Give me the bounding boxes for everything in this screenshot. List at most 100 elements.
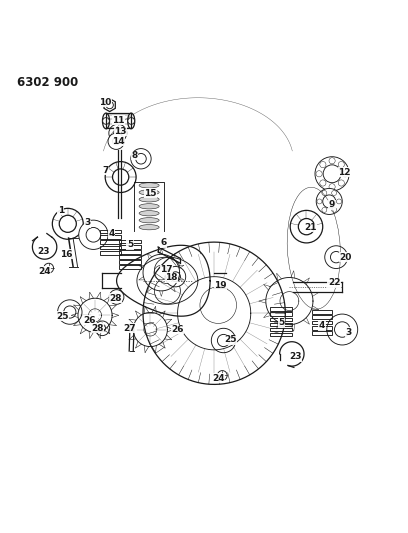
Ellipse shape — [139, 211, 159, 216]
Circle shape — [330, 252, 342, 263]
Bar — [270, 318, 293, 321]
Bar — [270, 328, 293, 332]
Text: 6302 900: 6302 900 — [17, 76, 78, 89]
Circle shape — [128, 118, 135, 124]
Text: 19: 19 — [214, 281, 226, 290]
Circle shape — [315, 157, 349, 191]
Circle shape — [79, 220, 108, 249]
Circle shape — [329, 158, 335, 164]
Circle shape — [99, 325, 106, 332]
Bar — [119, 265, 141, 269]
Circle shape — [44, 263, 53, 273]
Circle shape — [86, 228, 101, 242]
Circle shape — [64, 306, 76, 318]
Circle shape — [109, 289, 124, 304]
Text: 4: 4 — [319, 321, 325, 330]
Text: 11: 11 — [112, 116, 125, 125]
Ellipse shape — [139, 217, 159, 223]
Ellipse shape — [102, 113, 109, 129]
Bar — [119, 260, 141, 264]
Ellipse shape — [139, 183, 159, 188]
Bar — [312, 321, 332, 325]
Circle shape — [323, 195, 336, 208]
Bar — [119, 255, 141, 259]
Circle shape — [320, 161, 326, 168]
Bar — [119, 245, 141, 248]
Circle shape — [113, 294, 120, 300]
Text: 22: 22 — [328, 278, 340, 287]
Circle shape — [52, 208, 83, 239]
Text: 18: 18 — [165, 273, 178, 282]
Circle shape — [59, 215, 76, 232]
Circle shape — [171, 272, 180, 281]
Text: 9: 9 — [329, 200, 335, 209]
Circle shape — [325, 246, 348, 269]
Ellipse shape — [139, 197, 159, 202]
Circle shape — [290, 211, 323, 243]
Circle shape — [338, 180, 344, 186]
Circle shape — [329, 184, 335, 190]
Circle shape — [165, 266, 186, 287]
Circle shape — [106, 101, 113, 109]
Bar — [119, 250, 141, 254]
Text: 24: 24 — [38, 267, 51, 276]
Circle shape — [317, 199, 322, 204]
Circle shape — [108, 133, 124, 149]
Bar — [270, 322, 293, 326]
Text: 24: 24 — [212, 374, 224, 383]
Circle shape — [217, 370, 227, 381]
Circle shape — [342, 171, 348, 177]
Circle shape — [95, 321, 110, 336]
Bar — [119, 240, 141, 244]
Circle shape — [154, 257, 180, 284]
Text: 26: 26 — [171, 325, 184, 334]
Ellipse shape — [139, 190, 159, 195]
Text: 7: 7 — [102, 166, 109, 175]
Text: 10: 10 — [100, 98, 112, 107]
Circle shape — [337, 199, 341, 204]
Bar — [312, 326, 332, 330]
Text: 28: 28 — [91, 324, 104, 333]
Text: 3: 3 — [84, 218, 91, 227]
Circle shape — [211, 328, 236, 353]
Bar — [270, 312, 293, 316]
Circle shape — [105, 161, 136, 192]
Text: 15: 15 — [144, 189, 157, 198]
Text: 13: 13 — [114, 127, 127, 136]
Circle shape — [103, 118, 109, 124]
Bar — [100, 246, 121, 249]
Text: 20: 20 — [339, 253, 352, 262]
Circle shape — [322, 207, 327, 212]
Circle shape — [338, 161, 344, 168]
Circle shape — [335, 322, 350, 337]
Bar — [312, 310, 332, 314]
Circle shape — [323, 165, 341, 183]
Text: 1: 1 — [58, 206, 64, 215]
Ellipse shape — [139, 204, 159, 209]
Text: 25: 25 — [224, 335, 237, 344]
Text: 14: 14 — [112, 137, 125, 146]
Circle shape — [316, 171, 322, 177]
Text: 23: 23 — [289, 352, 302, 361]
Bar — [312, 332, 332, 335]
Circle shape — [217, 334, 230, 346]
Text: 3: 3 — [345, 328, 351, 337]
Text: 5: 5 — [278, 318, 284, 327]
Bar — [100, 251, 121, 255]
Bar — [270, 308, 293, 311]
Text: 12: 12 — [339, 168, 351, 176]
Bar — [270, 333, 293, 336]
Text: 17: 17 — [160, 265, 173, 274]
Polygon shape — [104, 99, 115, 111]
Circle shape — [58, 300, 82, 324]
Circle shape — [332, 207, 337, 212]
Text: 27: 27 — [124, 324, 136, 333]
Circle shape — [113, 138, 120, 145]
Bar — [100, 230, 121, 233]
Text: 21: 21 — [304, 223, 317, 232]
Text: 4: 4 — [108, 229, 115, 238]
Ellipse shape — [128, 113, 135, 129]
Circle shape — [322, 190, 327, 196]
Circle shape — [327, 314, 358, 345]
Bar — [100, 235, 121, 239]
